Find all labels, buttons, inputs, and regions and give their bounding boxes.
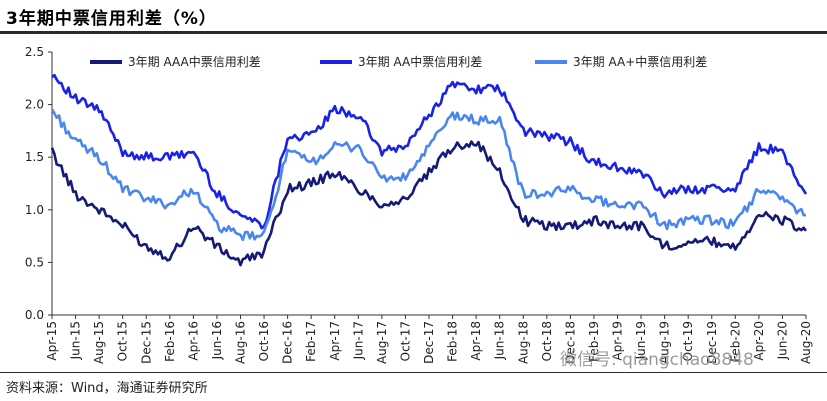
y-tick-label: 0.5 (25, 255, 44, 269)
x-tick-label: Aug-15 (92, 321, 106, 364)
y-tick-label: 1.0 (25, 203, 44, 217)
x-tick-label: Dec-16 (281, 321, 295, 364)
x-tick-label: Feb-19 (587, 321, 601, 362)
y-tick-label: 2.5 (25, 45, 44, 59)
x-tick-label: Dec-17 (422, 321, 436, 364)
series-line-3 (50, 108, 807, 242)
x-tick-label: Dec-15 (139, 321, 153, 364)
series-line-1 (50, 140, 808, 267)
x-tick-label: Aug-18 (516, 321, 530, 364)
series-line-2 (51, 73, 808, 230)
legend-label-1: 3年期 AAA中票信用利差 (128, 54, 261, 69)
x-tick-label: Aug-19 (658, 321, 672, 364)
x-tick-label: Aug-20 (799, 321, 813, 364)
x-tick-label: Oct-18 (540, 321, 554, 361)
source-note: 资料来源：Wind，海通证券研究所 (6, 381, 208, 396)
title-divider (0, 31, 827, 34)
x-tick-label: Apr-20 (752, 321, 766, 361)
x-tick-label: Jun-18 (493, 321, 507, 360)
x-tick-label: Apr-16 (186, 321, 200, 361)
x-tick-label: Dec-19 (705, 321, 719, 364)
y-tick-label: 0.0 (25, 308, 44, 322)
x-tick-label: Feb-17 (304, 321, 318, 362)
x-tick-label: Oct-17 (398, 321, 412, 361)
line-chart: 0.0 0.5 1.0 1.5 2.0 2.5 Apr-15 Jun-15 Aug-15 Oct-… (25, 45, 813, 364)
x-tick-label: Aug-17 (375, 321, 389, 364)
wechat-watermark: 微信号: qiangchao8848 (560, 350, 754, 370)
x-tick-label: Jun-20 (775, 321, 789, 360)
x-tick-label: Jun-16 (210, 321, 224, 360)
x-tick-label: Oct-19 (681, 321, 695, 361)
x-tick-label: Jun-19 (634, 321, 648, 360)
footer-divider (0, 372, 827, 373)
chart-title: 3年期中票信用利差（%） (6, 9, 217, 29)
x-tick-label: Oct-16 (257, 321, 271, 361)
x-tick-label: Apr-17 (328, 321, 342, 361)
x-tick-label: Apr-18 (469, 321, 483, 361)
x-tick-label: Jun-15 (69, 321, 83, 360)
x-tick-label: Apr-19 (611, 321, 625, 361)
y-tick-label: 1.5 (25, 150, 44, 164)
x-tick-label: Dec-18 (563, 321, 577, 364)
x-tick-label: Feb-18 (446, 321, 460, 362)
legend-label-2: 3年期 AA中票信用利差 (358, 54, 482, 69)
x-tick-label: Aug-16 (234, 321, 248, 364)
x-tick-label: Jun-17 (351, 321, 365, 360)
legend-label-3: 3年期 AA+中票信用利差 (573, 54, 707, 69)
x-tick-label: Apr-15 (45, 321, 59, 361)
x-tick-label: Feb-16 (163, 321, 177, 362)
y-tick-label: 2.0 (25, 98, 44, 112)
x-tick-label: Feb-20 (728, 321, 742, 362)
x-tick-label: Oct-15 (116, 321, 130, 361)
